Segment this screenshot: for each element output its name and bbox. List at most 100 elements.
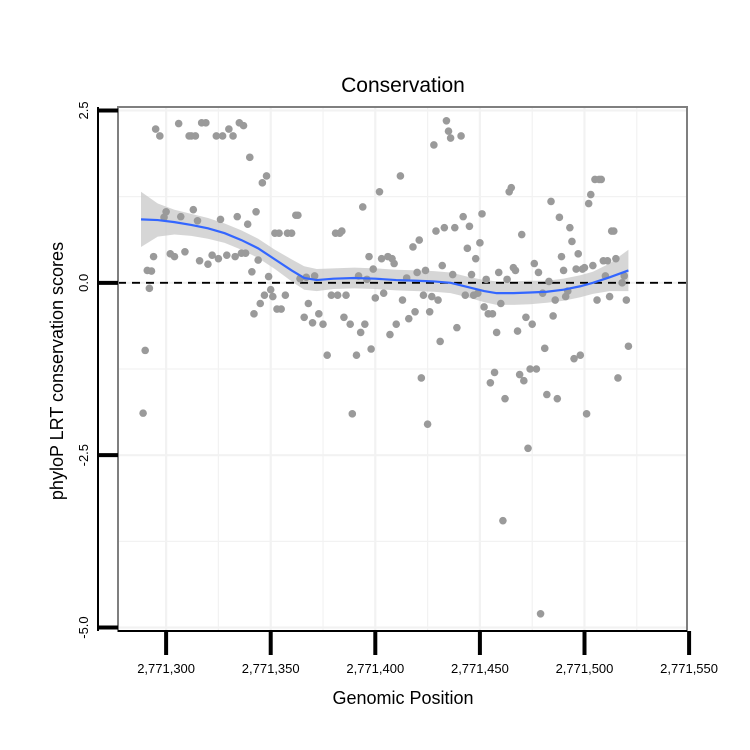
data-point <box>379 289 388 297</box>
data-point <box>430 141 438 149</box>
data-point <box>580 263 589 272</box>
data-point <box>308 319 317 327</box>
data-point <box>252 208 260 216</box>
data-point <box>513 327 522 335</box>
data-point <box>264 272 273 281</box>
data-point <box>467 270 476 279</box>
data-point <box>540 344 549 353</box>
data-point <box>432 227 440 235</box>
data-point <box>568 237 576 246</box>
y-tick-label: 2.5 <box>76 101 91 119</box>
data-point <box>375 188 384 196</box>
data-point <box>333 291 342 300</box>
data-point <box>620 272 629 280</box>
data-point <box>338 227 346 235</box>
data-point <box>450 223 459 232</box>
data-point <box>315 310 323 318</box>
data-point <box>543 390 551 399</box>
data-point <box>618 279 626 287</box>
data-point <box>365 252 373 261</box>
data-point <box>576 351 585 360</box>
data-point <box>212 132 221 140</box>
data-point <box>377 254 386 263</box>
data-point <box>517 230 526 239</box>
data-point <box>243 220 252 229</box>
data-point <box>419 291 428 300</box>
x-tick-label: 2,771,550 <box>660 661 718 676</box>
data-point <box>258 179 267 187</box>
data-point <box>545 277 553 286</box>
data-point <box>609 227 618 235</box>
data-point <box>195 256 204 265</box>
data-point <box>417 374 426 382</box>
data-point <box>233 212 242 221</box>
data-point <box>141 346 149 355</box>
data-point <box>323 351 331 360</box>
data-point <box>396 172 405 180</box>
y-tick-label: 0.0 <box>76 274 91 292</box>
data-point <box>262 172 271 180</box>
data-point <box>250 310 258 318</box>
data-point <box>557 252 566 261</box>
data-point <box>476 239 484 247</box>
data-point <box>225 125 233 133</box>
data-point <box>342 291 350 300</box>
data-point <box>202 119 210 127</box>
data-point <box>549 312 557 320</box>
data-point <box>448 270 457 279</box>
data-point <box>287 229 296 237</box>
data-point <box>480 303 488 311</box>
data-point <box>294 211 302 220</box>
data-point <box>465 222 474 231</box>
data-point <box>216 215 225 224</box>
data-point <box>555 213 564 222</box>
data-point <box>245 153 254 162</box>
data-point <box>499 516 507 525</box>
data-point <box>214 254 223 263</box>
y-axis-title: phyloP LRT conservation scores <box>47 242 67 500</box>
data-point <box>612 254 620 263</box>
data-point <box>358 203 367 211</box>
data-point <box>248 267 256 276</box>
data-point <box>392 320 401 328</box>
data-point <box>520 376 528 385</box>
data-point <box>181 247 189 256</box>
data-point <box>300 313 308 322</box>
data-point <box>156 132 164 140</box>
data-point <box>421 266 430 275</box>
data-point <box>310 272 319 280</box>
y-tick-label: -5.0 <box>76 616 91 638</box>
data-point <box>208 251 216 260</box>
data-point <box>566 223 574 232</box>
data-point <box>497 299 505 308</box>
data-point <box>605 292 614 301</box>
data-point <box>536 609 545 618</box>
data-point <box>501 394 509 403</box>
data-point <box>459 212 467 221</box>
x-tick-label: 2,771,350 <box>242 661 300 676</box>
data-point <box>340 313 348 322</box>
data-point <box>574 250 583 258</box>
data-point <box>371 294 380 302</box>
data-point <box>624 342 633 351</box>
data-point <box>174 119 183 128</box>
data-point <box>260 291 269 300</box>
data-point <box>218 132 227 140</box>
data-point <box>139 409 147 417</box>
data-point <box>277 305 285 313</box>
data-point <box>147 267 156 275</box>
smooth-line-group <box>140 218 629 295</box>
data-point <box>369 265 378 273</box>
data-point <box>488 310 497 318</box>
data-point <box>522 313 530 322</box>
data-point <box>425 307 434 316</box>
data-point <box>438 261 447 270</box>
y-tick-label: -2.5 <box>76 444 91 466</box>
data-point <box>570 354 578 363</box>
data-point <box>551 296 560 304</box>
data-point <box>478 210 486 218</box>
data-point <box>586 190 595 199</box>
data-point <box>149 252 158 261</box>
data-point <box>281 291 290 300</box>
data-point <box>415 236 424 244</box>
